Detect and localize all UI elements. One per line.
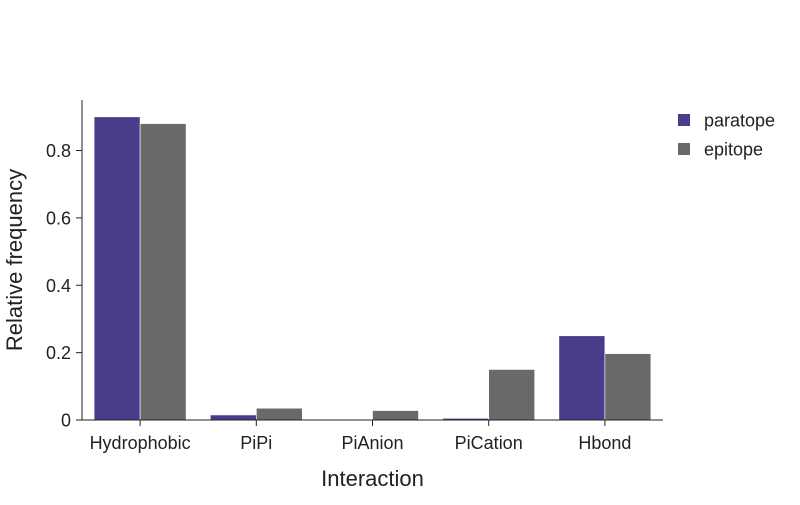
legend-label-epitope: epitope [704, 140, 763, 160]
bar-epitope-pianion [372, 410, 419, 421]
bar-epitope-hydrophobic [139, 123, 187, 421]
y-axis-title: Relative frequency [2, 169, 27, 351]
x-tick-label: PiCation [455, 433, 523, 453]
legend-swatch-paratope [678, 114, 690, 126]
bar-epitope-hbond [604, 353, 652, 421]
y-tick-label: 0.8 [46, 141, 71, 161]
legend-swatch-epitope [678, 143, 690, 155]
x-tick-label: Hydrophobic [90, 433, 191, 453]
y-ticks: 0 0.2 0.4 0.6 0.8 [46, 141, 82, 431]
x-tick-label: PiAnion [341, 433, 403, 453]
x-tick-label: PiPi [240, 433, 272, 453]
bar-epitope-pipi [255, 407, 303, 421]
x-axis-title: Interaction [321, 466, 424, 491]
bar-paratope-pipi [210, 414, 257, 421]
y-tick-label: 0 [61, 411, 71, 431]
legend: paratope epitope [678, 111, 775, 160]
legend-label-paratope: paratope [704, 111, 775, 131]
bar-epitope-pication [488, 369, 536, 421]
bars-group [93, 116, 652, 421]
bar-paratope-hbond [558, 335, 606, 421]
y-tick-label: 0.4 [46, 276, 71, 296]
bar-paratope-hydrophobic [93, 116, 141, 421]
y-tick-label: 0.6 [46, 208, 71, 228]
y-tick-label: 0.2 [46, 343, 71, 363]
x-tick-label: Hbond [578, 433, 631, 453]
x-ticks: Hydrophobic PiPi PiAnion PiCation Hbond [90, 420, 631, 453]
